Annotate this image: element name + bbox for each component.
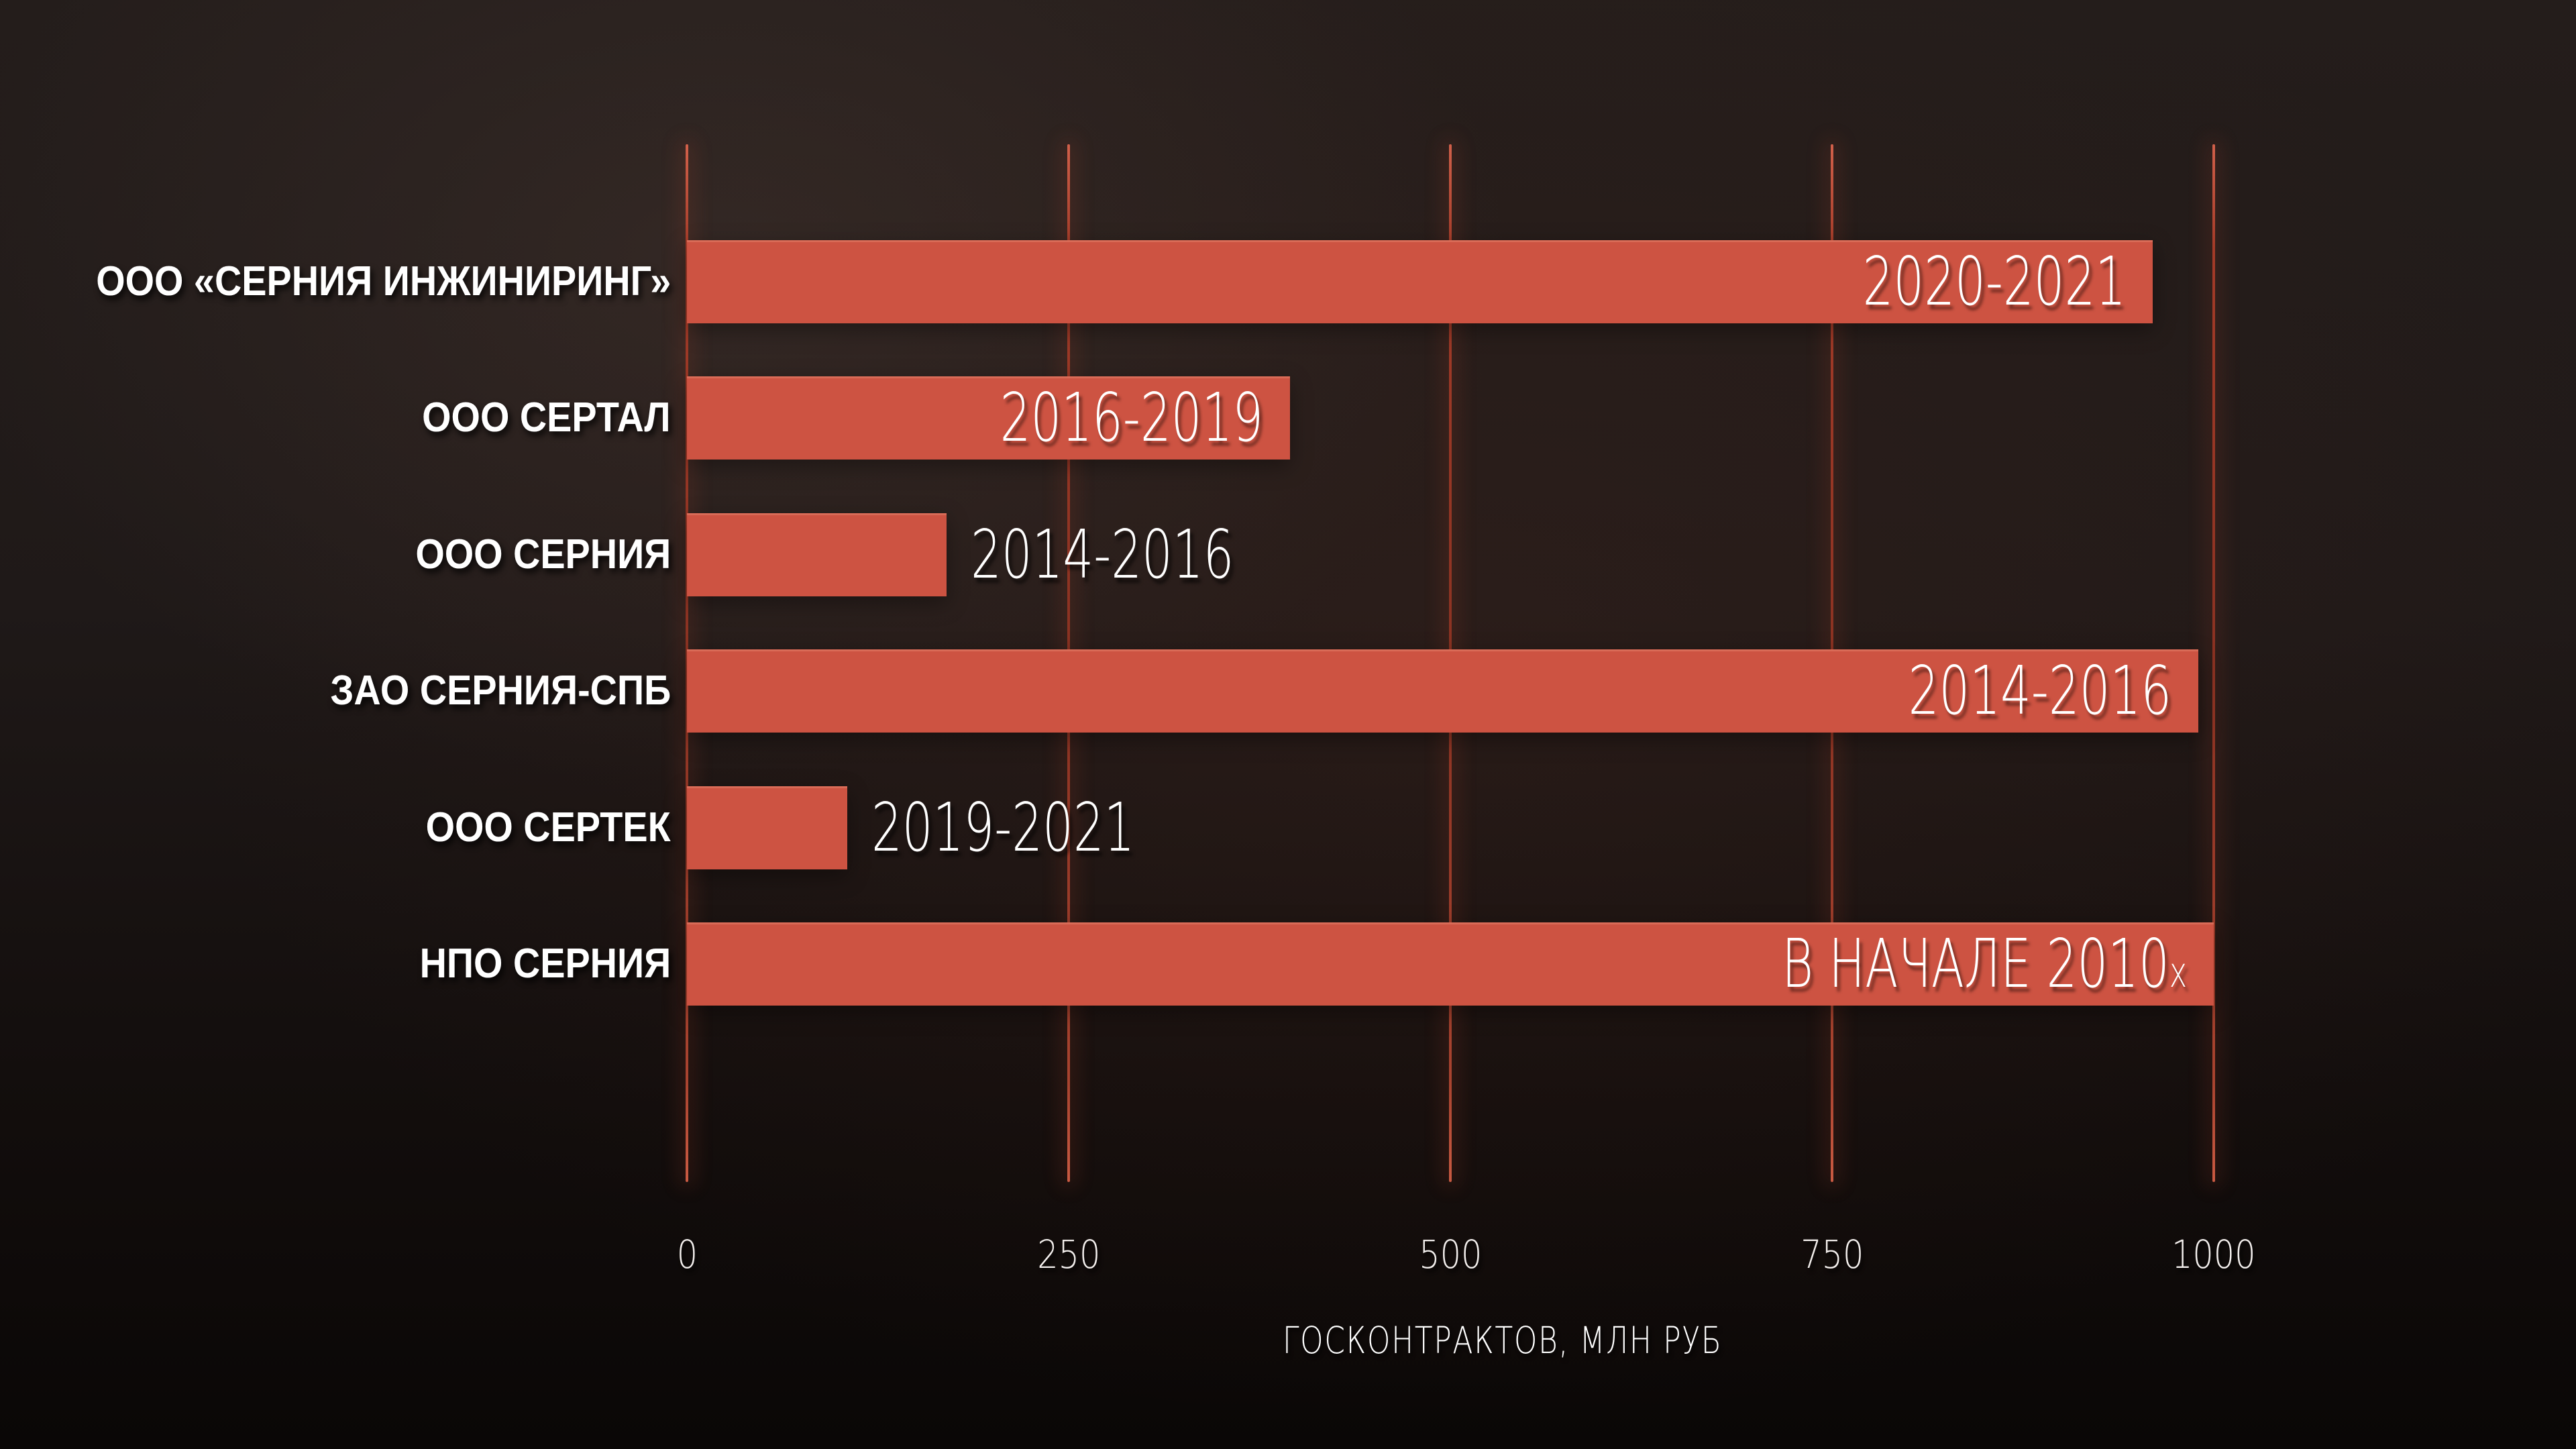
- axis-tick-label: 250: [1036, 1232, 1101, 1277]
- category-label: ООО СЕРНИЯ: [415, 531, 671, 578]
- category-label: ООО «СЕРНИЯ ИНЖИНИРИНГ»: [95, 258, 671, 305]
- bar-value-label: 2020-2021: [1862, 242, 2126, 321]
- bar: В НАЧАЛЕ 2010х: [687, 922, 2214, 1006]
- category-label: ООО СЕРТЕК: [425, 804, 671, 851]
- bar-row: ООО «СЕРНИЯ ИНЖИНИРИНГ» 2020-2021: [0, 240, 2576, 323]
- bar: 2014-2016: [687, 513, 1234, 596]
- axis-tick-label: 750: [1800, 1232, 1864, 1277]
- bar-row: ООО СЕРТЕК 2019-2021: [0, 786, 2576, 869]
- category-label: ЗАО СЕРНИЯ-СПБ: [330, 667, 671, 714]
- bar-row: ООО СЕРНИЯ 2014-2016: [0, 513, 2576, 596]
- category-label: НПО СЕРНИЯ: [419, 941, 671, 987]
- bar: 2019-2021: [687, 786, 1134, 869]
- x-axis-title: ГОСКОНТРАКТОВ, МЛН РУБ: [1283, 1319, 1723, 1362]
- plot-area: ООО «СЕРНИЯ ИНЖИНИРИНГ» 2020-2021 ООО СЕ…: [0, 240, 2576, 1045]
- bar-value-label: В НАЧАЛЕ 2010х: [1781, 924, 2187, 1003]
- bar-row: ООО СЕРТАЛ 2016-2019: [0, 376, 2576, 460]
- bar: 2014-2016: [687, 649, 2198, 733]
- bar-row: НПО СЕРНИЯ В НАЧАЛЕ 2010х: [0, 922, 2576, 1006]
- axis-tick-label: 0: [676, 1232, 698, 1277]
- axis-tick-label: 500: [1418, 1232, 1483, 1277]
- bar: 2020-2021: [687, 240, 2153, 323]
- category-label: ООО СЕРТАЛ: [422, 394, 671, 441]
- bar-value-label: 2019-2021: [871, 788, 1135, 867]
- bar-value-label: 2014-2016: [1908, 651, 2171, 730]
- gridline-1000: [2212, 144, 2215, 1182]
- bar-value-label: 2016-2019: [1000, 378, 1263, 457]
- bar: 2016-2019: [687, 376, 1290, 460]
- axis-tick-label: 1000: [2171, 1232, 2256, 1277]
- bar-row: ЗАО СЕРНИЯ-СПБ 2014-2016: [0, 649, 2576, 733]
- bar-value-label: 2014-2016: [971, 515, 1234, 594]
